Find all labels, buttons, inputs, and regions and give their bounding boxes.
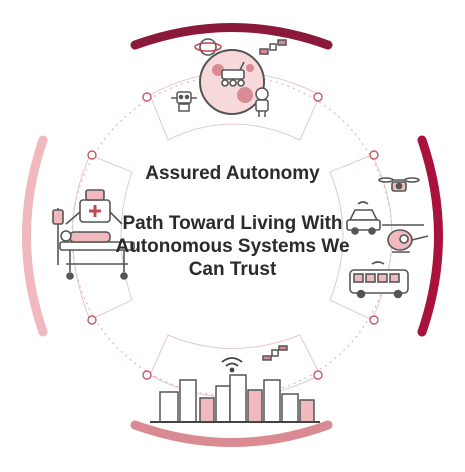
left-arc	[22, 135, 48, 337]
node-right-bottom	[369, 315, 379, 325]
drone-icon	[378, 177, 420, 192]
satellite-small-icon	[262, 345, 288, 361]
iv-drip-icon	[52, 208, 64, 265]
node-left-bottom	[87, 315, 97, 325]
space-segment	[171, 38, 287, 117]
rover-icon	[221, 61, 245, 87]
top-arc	[130, 23, 333, 50]
diagram-subtitle: Path Toward Living With Autonomous Syste…	[115, 213, 350, 280]
right-arc	[417, 135, 443, 337]
bottom-arc	[130, 420, 333, 447]
satellite-icon	[259, 39, 287, 55]
bus-icon	[349, 261, 409, 299]
hospital-bed-icon	[59, 230, 135, 280]
city-skyline-icon	[150, 374, 320, 423]
node-top-left	[142, 92, 152, 102]
node-top-right	[313, 92, 323, 102]
wifi-icon	[221, 357, 243, 373]
robot-icon	[171, 91, 197, 112]
astronaut-icon	[255, 87, 269, 117]
car-icon	[346, 201, 381, 235]
node-left-top	[87, 150, 97, 160]
diagram-title: Assured Autonomy	[145, 163, 320, 184]
vehicles-segment	[346, 177, 429, 299]
helicopter-icon	[382, 224, 429, 253]
smart-city-segment	[150, 345, 320, 423]
planet-small-icon	[194, 38, 222, 56]
medical-segment	[52, 189, 135, 280]
node-bottom-left	[142, 370, 152, 380]
node-right-top	[369, 150, 379, 160]
surgical-robot-icon	[65, 189, 123, 225]
node-bottom-right	[313, 370, 323, 380]
